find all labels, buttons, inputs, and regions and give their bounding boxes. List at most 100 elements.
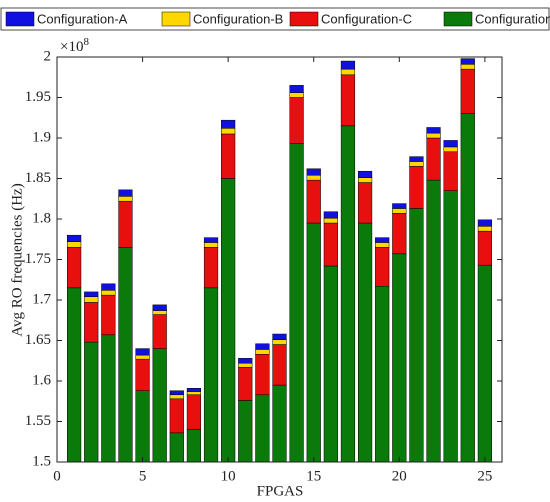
x-tick-label: 10 [221,468,236,484]
legend-label: Configuration-A [37,11,128,26]
bar-segment [238,366,253,401]
bar-segment [409,208,424,462]
legend-label: Configuration-D [475,11,550,26]
bar-segment [238,400,253,462]
bar-segment [67,241,82,248]
x-tick-label: 0 [53,468,61,484]
bar-segment [375,247,390,287]
bar-segment [67,287,82,462]
bar-segment [392,253,407,462]
x-tick-label: 5 [139,468,147,484]
bar-segment [272,339,287,345]
bar-segment [340,74,356,127]
bar-segment [357,170,373,178]
legend-box [0,7,550,31]
y-tick-label: 1.9 [32,129,51,145]
bar-segment [238,362,253,368]
bar-segment [460,58,475,65]
legend-swatch [289,11,319,27]
x-axis-label: FPGAS [257,483,304,499]
bar-segment [306,222,321,462]
bar-segment [169,432,184,462]
bar-segment [135,348,150,356]
bar-segment [357,222,373,462]
bar-segment [289,85,304,93]
y-tick-label: 1.65 [25,332,51,348]
bar-segment [152,314,167,349]
bar-segment [118,200,133,248]
x-tick-label: 20 [392,468,407,484]
x-tick-label: 25 [477,468,492,484]
bar-segment [221,178,236,462]
bar-segment [477,264,492,462]
bar-segment [272,344,287,386]
y-tick-label: 1.7 [32,291,51,307]
bar-segment [392,213,407,255]
bar-segment [135,354,150,360]
bar-segment [84,291,99,298]
bar-segment [426,132,441,139]
bar-segment [426,179,441,462]
bar-segment [221,128,236,135]
bar-segment [186,391,202,396]
bar-segment [477,219,492,227]
legend-swatch [5,11,35,27]
legend-swatch [443,11,473,27]
bar-segment [306,168,321,176]
bar-segment [375,285,390,462]
y-offset-base: ×10 [60,39,83,55]
bar-segment [289,92,304,98]
bar-segment [255,343,270,350]
axes-frame [56,56,503,463]
bar-segment [409,166,424,209]
y-tick-label: 1.75 [25,251,51,267]
bar-segment [203,237,219,243]
bar-segment [460,68,475,114]
bar-segment [84,302,99,343]
bar-segment [340,68,356,76]
bar-segment [255,394,270,462]
bar-segment [101,283,116,291]
bar-segment [186,388,202,392]
legend-label: Configuration-C [321,11,412,26]
bar-segment [340,125,356,462]
y-tick-label: 1.95 [25,89,51,105]
bar-segment [135,390,150,462]
bar-segment [323,265,338,462]
bar-segment [203,247,219,289]
bar-segment [375,242,390,248]
bar-segment [186,394,202,430]
bar-segment [238,358,253,364]
bar-segment [255,354,270,396]
y-axis-label: Avg RO frequencies (Hz) [9,183,25,336]
bar-segment [169,390,184,396]
bar-segment [477,226,492,232]
bar-segment [323,211,338,219]
y-tick-label: 1.85 [25,170,51,186]
bar-segment [152,304,167,311]
bar-segment [392,208,407,214]
bar-segment [221,119,236,129]
bar-segment [426,127,441,134]
bar-segment [409,156,424,162]
bar-segment [135,358,150,391]
y-tick-label: 1.8 [32,210,51,226]
bar-segment [460,64,475,70]
bar-segment [84,296,99,303]
bar-segment [426,137,441,181]
bar-segment [152,310,167,315]
bar-segment [477,230,492,266]
bar-segment [169,394,184,400]
bar-segment [306,179,321,224]
bars [67,58,492,462]
bar-segment [84,341,99,462]
bar-segment [101,334,116,462]
bar-segment [357,177,373,183]
bar-segment [118,247,133,462]
y-offset-exponent: 8 [83,36,89,48]
bar-segment [186,429,202,462]
bar-segment [409,161,424,167]
bar-segment [289,143,304,462]
legend-label: Configuration-B [193,11,283,26]
